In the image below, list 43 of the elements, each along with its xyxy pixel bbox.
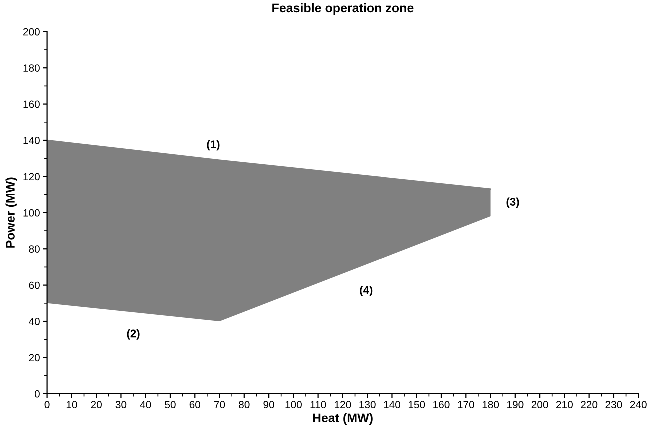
x-tick-label: 170 bbox=[458, 401, 474, 409]
chart-title: Feasible operation zone bbox=[272, 3, 414, 16]
x-tick-label: 150 bbox=[408, 401, 426, 409]
annotation: (1) bbox=[207, 140, 220, 151]
x-tick-label: 60 bbox=[190, 401, 201, 409]
x-tick-label: 180 bbox=[482, 401, 500, 409]
x-tick-label: 10 bbox=[66, 401, 78, 409]
x-tick-label: 130 bbox=[360, 401, 376, 409]
x-tick-label: 110 bbox=[310, 401, 326, 409]
x-tick-label: 220 bbox=[581, 401, 598, 409]
x-tick-label: 190 bbox=[508, 401, 524, 409]
x-tick-label: 90 bbox=[264, 401, 274, 409]
annotation: (2) bbox=[127, 330, 140, 340]
y-tick-label: 200 bbox=[24, 28, 40, 36]
x-tick-label: 40 bbox=[140, 401, 152, 409]
x-tick-label: 70 bbox=[214, 401, 226, 409]
x-tick-label: 30 bbox=[116, 401, 127, 409]
x-tick-label: 120 bbox=[335, 401, 352, 409]
y-tick-label: 20 bbox=[29, 354, 40, 362]
y-tick-label: 100 bbox=[24, 209, 40, 217]
y-tick-label: 0 bbox=[34, 390, 40, 398]
x-axis-title: Heat (MW) bbox=[313, 413, 373, 426]
y-tick-label: 160 bbox=[24, 100, 40, 108]
x-tick-label: 200 bbox=[532, 401, 548, 409]
annotation: (3) bbox=[506, 198, 520, 208]
y-tick-label: 140 bbox=[24, 137, 40, 144]
x-tick-label: 100 bbox=[286, 401, 302, 409]
y-axis-title: Power (MW) bbox=[6, 178, 18, 248]
x-tick-label: 160 bbox=[434, 401, 450, 409]
x-tick-label: 0 bbox=[44, 401, 50, 409]
y-tick-label: 60 bbox=[29, 282, 40, 290]
x-tick-label: 20 bbox=[91, 401, 102, 409]
x-tick-label: 50 bbox=[165, 401, 176, 409]
y-tick-label: 80 bbox=[29, 246, 40, 253]
x-tick-label: 210 bbox=[556, 401, 573, 409]
x-tick-label: 240 bbox=[630, 401, 647, 409]
x-tick-label: 80 bbox=[239, 401, 250, 409]
x-tick-label: 230 bbox=[606, 401, 622, 409]
y-tick-label: 120 bbox=[24, 173, 40, 181]
x-tick-label: 140 bbox=[384, 401, 401, 409]
y-tick-label: 40 bbox=[29, 318, 40, 326]
y-tick-label: 180 bbox=[24, 64, 40, 72]
annotation: (4) bbox=[360, 286, 373, 296]
